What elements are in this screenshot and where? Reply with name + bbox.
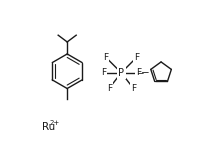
- Text: Ru: Ru: [42, 122, 55, 132]
- Text: P: P: [118, 68, 124, 78]
- Text: F: F: [107, 84, 112, 93]
- Text: F: F: [137, 68, 142, 77]
- Text: −: −: [136, 68, 144, 77]
- Text: F: F: [134, 53, 139, 62]
- Text: F: F: [103, 53, 108, 62]
- Text: 2+: 2+: [50, 120, 60, 126]
- Text: F: F: [131, 84, 136, 93]
- Text: F: F: [101, 68, 106, 77]
- Text: −: −: [140, 68, 149, 78]
